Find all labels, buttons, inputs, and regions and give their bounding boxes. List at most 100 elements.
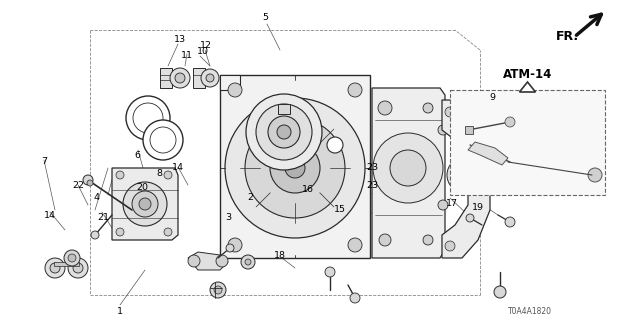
Circle shape [378, 101, 392, 115]
Circle shape [268, 116, 300, 148]
Circle shape [505, 117, 515, 127]
Circle shape [373, 133, 443, 203]
Circle shape [216, 255, 228, 267]
Circle shape [50, 263, 60, 273]
Text: 15: 15 [334, 205, 346, 214]
Circle shape [116, 171, 124, 179]
Polygon shape [520, 82, 536, 92]
Circle shape [83, 175, 93, 185]
Circle shape [277, 125, 291, 139]
Text: 21: 21 [97, 212, 109, 221]
Text: 9: 9 [489, 92, 495, 101]
Circle shape [494, 286, 506, 298]
Circle shape [68, 258, 88, 278]
Polygon shape [188, 252, 228, 270]
Circle shape [126, 96, 170, 140]
Bar [450, 90, 605, 195]
Circle shape [348, 83, 362, 97]
Bar [465, 126, 473, 134]
Circle shape [68, 254, 76, 262]
Circle shape [133, 103, 163, 133]
Text: 22: 22 [72, 181, 84, 190]
Circle shape [270, 143, 320, 193]
Circle shape [423, 103, 433, 113]
Text: 14: 14 [44, 211, 56, 220]
Circle shape [245, 118, 345, 218]
Circle shape [188, 255, 200, 267]
Text: 12: 12 [200, 41, 212, 50]
Polygon shape [112, 168, 178, 240]
Circle shape [350, 293, 360, 303]
Text: FR.: FR. [556, 29, 579, 43]
Circle shape [245, 259, 251, 265]
Circle shape [170, 68, 190, 88]
Circle shape [505, 217, 515, 227]
Circle shape [116, 228, 124, 236]
Circle shape [241, 255, 255, 269]
Circle shape [201, 69, 219, 87]
Circle shape [143, 120, 183, 160]
Bar [193, 68, 205, 88]
Text: 14: 14 [172, 164, 184, 172]
Text: T0A4A1820: T0A4A1820 [508, 308, 552, 316]
Text: 1: 1 [117, 308, 123, 316]
Text: 18: 18 [274, 251, 286, 260]
Circle shape [87, 180, 93, 186]
Circle shape [466, 214, 474, 222]
Polygon shape [220, 75, 240, 90]
Circle shape [150, 127, 176, 153]
Circle shape [379, 234, 391, 246]
Circle shape [285, 158, 305, 178]
Circle shape [348, 238, 362, 252]
Circle shape [447, 157, 483, 193]
Circle shape [445, 107, 455, 117]
Polygon shape [372, 88, 445, 258]
Circle shape [327, 137, 343, 153]
Circle shape [214, 286, 222, 294]
Text: 20: 20 [136, 183, 148, 193]
Text: 3: 3 [225, 213, 231, 222]
Polygon shape [442, 100, 490, 258]
Circle shape [132, 191, 158, 217]
Circle shape [228, 83, 242, 97]
Circle shape [206, 74, 214, 82]
Circle shape [588, 168, 602, 182]
Circle shape [123, 182, 167, 226]
Text: 16: 16 [302, 186, 314, 195]
Circle shape [73, 263, 83, 273]
Bar [278, 104, 290, 114]
Circle shape [139, 198, 151, 210]
Text: 23: 23 [366, 164, 378, 172]
Circle shape [164, 228, 172, 236]
Circle shape [256, 104, 312, 160]
Text: 5: 5 [262, 13, 268, 22]
Circle shape [64, 250, 80, 266]
Text: 8: 8 [156, 170, 162, 179]
Text: ATM-14: ATM-14 [503, 68, 552, 82]
Text: 17: 17 [446, 198, 458, 207]
Text: 19: 19 [472, 203, 484, 212]
Text: 6: 6 [134, 150, 140, 159]
Circle shape [325, 267, 335, 277]
Text: 7: 7 [41, 157, 47, 166]
Circle shape [164, 171, 172, 179]
Text: 23: 23 [366, 180, 378, 189]
Text: 11: 11 [181, 51, 193, 60]
Circle shape [246, 94, 322, 170]
Circle shape [226, 244, 234, 252]
Polygon shape [220, 75, 370, 258]
Text: 4: 4 [93, 194, 99, 203]
Circle shape [438, 200, 448, 210]
Bar [54, 262, 79, 266]
Circle shape [175, 73, 185, 83]
Circle shape [228, 238, 242, 252]
Circle shape [45, 258, 65, 278]
Text: 10: 10 [197, 47, 209, 57]
Circle shape [390, 150, 426, 186]
Circle shape [457, 167, 473, 183]
Polygon shape [468, 142, 508, 165]
Text: 2: 2 [247, 194, 253, 203]
Circle shape [445, 241, 455, 251]
Circle shape [210, 282, 226, 298]
Bar [160, 68, 172, 88]
